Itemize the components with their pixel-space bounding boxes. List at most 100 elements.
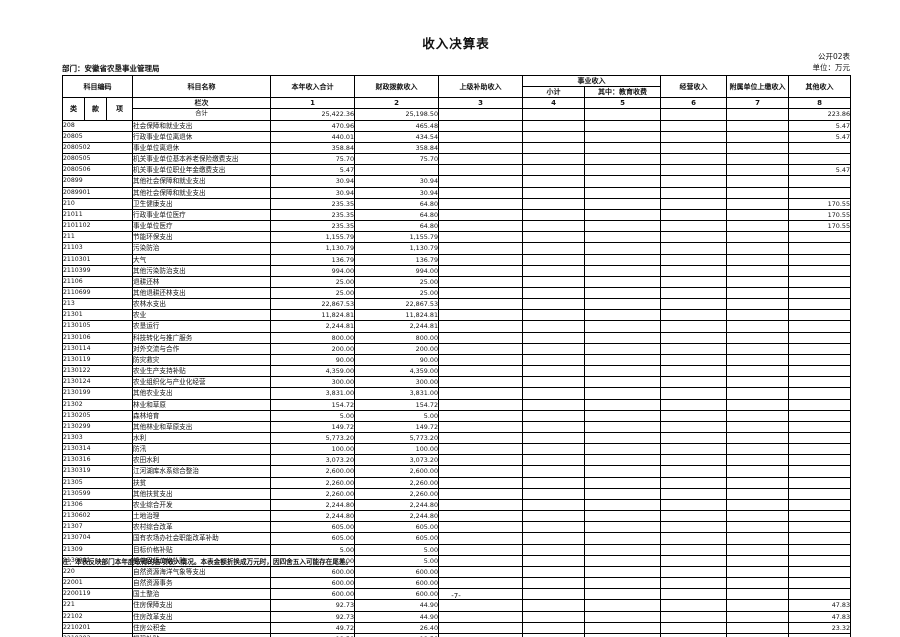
row-superior-subsidy (438, 175, 524, 188)
row-code: 2130599 (61, 487, 134, 500)
row-other-income (788, 554, 852, 567)
row-fiscal-appropriation: 44.90 (354, 610, 440, 623)
row-affiliate-income (726, 632, 790, 637)
th-name: 科目名称 (132, 74, 272, 99)
row-code: 211 (61, 231, 134, 244)
row-other-income (788, 532, 852, 545)
row-other-income (788, 521, 852, 534)
row-business-edu (584, 376, 662, 389)
row-business-edu (584, 621, 662, 634)
row-subject-name: 住房保障支出 (132, 599, 272, 612)
row-year-total: 92.73 (270, 610, 356, 623)
row-other-income (788, 286, 852, 300)
row-affiliate-income (726, 387, 790, 400)
row-superior-subsidy (438, 119, 524, 132)
row-subject-name: 扶贫 (132, 476, 272, 489)
row-fiscal-appropriation: 22,867.53 (354, 298, 440, 311)
row-business-edu (584, 275, 662, 288)
row-operating-income (660, 610, 728, 623)
row-operating-income (660, 510, 728, 523)
table-header-row-2: 小计 其中：教育收费 (63, 86, 851, 99)
table-row: 20805 行政事业单位离退休 440.01 434.54 5.47 (61, 130, 852, 143)
table-row: 2130599 其他扶贫支出 2,260.00 2,260.00 (61, 487, 852, 500)
row-code: 2130319 (61, 465, 134, 478)
row-other-income (788, 577, 852, 590)
row-superior-subsidy (438, 186, 524, 199)
row-business-subtotal (522, 365, 586, 378)
table-row: 2130199 其他农业支出 3,831.00 3,831.00 (61, 387, 852, 400)
row-business-edu (584, 543, 662, 556)
row-subject-name: 社会保障和就业支出 (132, 119, 272, 132)
row-code: 2130704 (61, 532, 134, 545)
row-business-edu (584, 153, 662, 166)
row-superior-subsidy (438, 320, 524, 333)
row-other-income (788, 320, 852, 333)
row-superior-subsidy (438, 420, 524, 434)
row-affiliate-income (726, 465, 790, 478)
row-superior-subsidy (438, 621, 524, 634)
row-affiliate-income (726, 342, 790, 355)
row-other-income (788, 454, 852, 467)
row-fiscal-appropriation: 25.00 (354, 275, 440, 288)
row-business-edu (584, 454, 662, 467)
row-subject-name: 污染防治 (132, 242, 272, 255)
table-row: 208 社会保障和就业支出 470.96 465.48 5.47 (61, 119, 852, 132)
row-superior-subsidy (438, 153, 524, 166)
row-subject-name: 林业和草原 (132, 398, 272, 411)
row-year-total: 2,600.00 (270, 465, 356, 478)
row-other-income (788, 153, 852, 166)
table-row: 21309 目标价格补贴 5.00 5.00 (61, 543, 852, 556)
row-year-total: 154.72 (270, 398, 356, 411)
th-colnum-5: 5 (584, 97, 662, 110)
row-operating-income (660, 443, 728, 456)
row-operating-income (660, 353, 728, 367)
th-year-total: 本年收入合计 (270, 74, 356, 99)
row-business-subtotal (522, 186, 586, 199)
row-year-total: 30.94 (270, 175, 356, 188)
row-affiliate-income (726, 208, 790, 222)
th-colnum-8: 8 (788, 97, 852, 110)
row-fiscal-appropriation: 800.00 (354, 331, 440, 344)
row-fiscal-appropriation: 25.00 (354, 286, 440, 300)
row-business-subtotal (522, 387, 586, 400)
row-code: 2130105 (61, 320, 134, 333)
row-affiliate-income (726, 253, 790, 266)
row-superior-subsidy (438, 208, 524, 222)
row-operating-income (660, 119, 728, 132)
row-business-subtotal (522, 242, 586, 255)
row-other-income (788, 565, 852, 579)
row-fiscal-appropriation: 5.00 (354, 543, 440, 556)
row-code: 208 (61, 119, 134, 132)
row-business-subtotal (522, 220, 586, 233)
table-row: 2080502 事业单位离退休 358.84 358.84 (61, 141, 852, 155)
row-business-subtotal (522, 565, 586, 579)
form-code: 公开02表 (817, 52, 850, 61)
row-other-income (788, 231, 852, 244)
row-year-total: 5.00 (270, 409, 356, 422)
row-operating-income (660, 487, 728, 500)
row-business-edu (584, 632, 662, 637)
row-code: 213 (61, 298, 134, 311)
row-affiliate-income (726, 532, 790, 545)
row-business-edu (584, 197, 662, 210)
row-other-income (788, 443, 852, 456)
row-business-edu (584, 510, 662, 523)
row-affiliate-income (726, 577, 790, 590)
th-colnum-3: 3 (438, 97, 524, 110)
row-fiscal-appropriation: 154.72 (354, 398, 440, 411)
row-year-total: 235.35 (270, 220, 356, 233)
table-row: 2110301 大气 136.79 136.79 (61, 253, 852, 266)
row-fiscal-appropriation: 30.94 (354, 175, 440, 188)
row-other-income (788, 420, 852, 434)
row-business-subtotal (522, 621, 586, 634)
row-fiscal-appropriation: 5.00 (354, 409, 440, 422)
row-other-income (788, 398, 852, 411)
row-other-income: 47.83 (788, 610, 852, 623)
table-row: 2089901 其他社会保障和就业支出 30.94 30.94 (61, 186, 852, 199)
row-superior-subsidy (438, 197, 524, 210)
row-business-edu (584, 599, 662, 612)
table-body: 208 社会保障和就业支出 470.96 465.48 5.47 20805 行政事业单位离… (61, 119, 852, 637)
row-business-edu (584, 610, 662, 623)
row-other-income (788, 431, 852, 445)
row-business-edu (584, 331, 662, 344)
